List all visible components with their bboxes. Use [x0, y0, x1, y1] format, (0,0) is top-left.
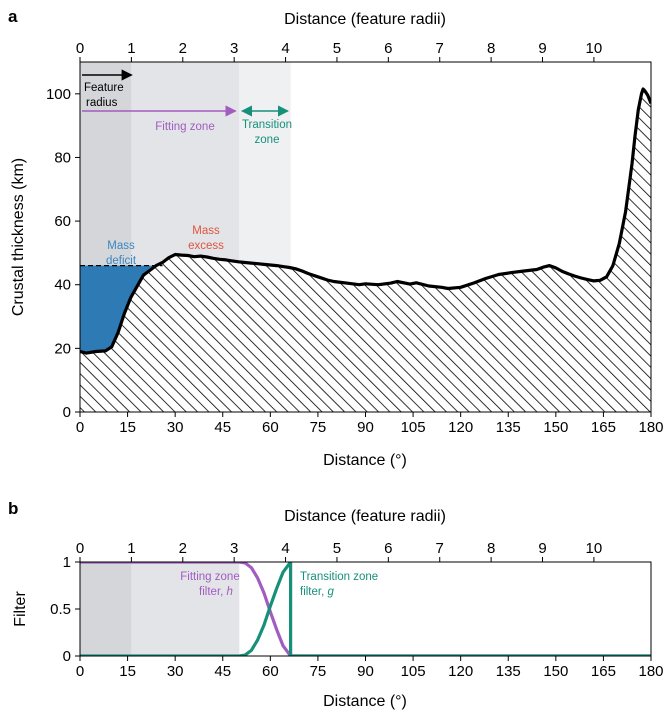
transition-filter-label-2: filter, g	[300, 586, 334, 598]
tick-label: 0	[76, 663, 84, 680]
tick-label: 3	[230, 40, 238, 57]
panel-a-x-axis: 0 15 30 45 60 75 90 105 120 135 150 165 180	[76, 412, 664, 436]
tick-label: 90	[357, 419, 374, 436]
panel-b-top-axis-label: Distance (feature radii)	[284, 508, 446, 525]
panel-b-top-axis: 0 1 2 3 4 5 6 7 8 9 10	[76, 540, 602, 562]
tick-label: 30	[167, 419, 184, 436]
tick-label: 0	[63, 648, 71, 665]
tick-label: 2	[179, 40, 187, 57]
fitting-filter-label-1: Fitting zone	[180, 571, 239, 583]
tick-label: 60	[54, 213, 71, 230]
tick-label: 135	[496, 419, 521, 436]
tick-label: 10	[586, 40, 603, 57]
feature-radius-label-1: Feature	[84, 82, 124, 94]
panel-b-x-axis-label: Distance (°)	[323, 693, 407, 710]
tick-label: 0	[76, 40, 84, 57]
feature-radius-shade-b	[80, 562, 131, 656]
tick-label: 0	[76, 419, 84, 436]
tick-label: 105	[401, 419, 426, 436]
panel-b-y-axis-label: Filter	[12, 591, 29, 627]
tick-label: 7	[436, 540, 444, 557]
transition-filter-label-1: Transition zone	[300, 571, 378, 583]
tick-label: 75	[310, 419, 327, 436]
tick-label: 5	[333, 540, 341, 557]
tick-label: 60	[262, 663, 279, 680]
tick-label: 1	[127, 40, 135, 57]
tick-label: 1	[127, 540, 135, 557]
tick-label: 4	[281, 40, 289, 57]
tick-label: 9	[538, 40, 546, 57]
tick-label: 120	[448, 419, 473, 436]
mass-excess-label-2: excess	[188, 240, 224, 252]
feature-radius-label-2: radius	[86, 97, 118, 109]
tick-label: 80	[54, 149, 71, 166]
fitting-filter-label-2: filter, h	[199, 586, 233, 598]
panel-b: b Fitting zone filter, h Transition zone…	[8, 499, 664, 710]
panel-b-label: b	[8, 499, 18, 518]
tick-label: 0	[76, 540, 84, 557]
mass-deficit-label-2: deficit	[106, 255, 137, 267]
tick-label: 0	[63, 404, 71, 421]
panel-b-y-axis: 00.51	[50, 554, 80, 665]
tick-label: 90	[357, 663, 374, 680]
tick-label: 150	[543, 663, 568, 680]
tick-label: 45	[214, 419, 231, 436]
tick-label: 105	[401, 663, 426, 680]
tick-label: 180	[638, 419, 663, 436]
tick-label: 15	[119, 419, 136, 436]
tick-label: 0.5	[50, 601, 71, 618]
transition-zone-label-1: Transition	[242, 119, 292, 131]
panel-a-y-axis: 0 20 40 60 80 100	[46, 86, 80, 421]
tick-label: 60	[262, 419, 279, 436]
panel-a-top-axis-label: Distance (feature radii)	[284, 11, 446, 28]
tick-label: 7	[436, 40, 444, 57]
mass-excess-label-1: Mass	[192, 225, 220, 237]
tick-label: 30	[167, 663, 184, 680]
tick-label: 8	[487, 540, 495, 557]
panel-a-x-axis-label: Distance (°)	[323, 452, 407, 469]
transition-zone-label-2: zone	[255, 134, 280, 146]
tick-label: 120	[448, 663, 473, 680]
tick-label: 6	[384, 540, 392, 557]
panel-a-y-axis-label: Crustal thickness (km)	[10, 158, 27, 316]
panel-a: a Feature radius Fitting zone Transition…	[8, 7, 664, 469]
panel-a-top-axis: 0 1 2 3 4 5 6 7 8 9 10	[76, 40, 602, 62]
tick-label: 20	[54, 340, 71, 357]
tick-label: 135	[496, 663, 521, 680]
tick-label: 1	[63, 554, 71, 571]
tick-label: 9	[538, 540, 546, 557]
tick-label: 10	[586, 540, 603, 557]
tick-label: 5	[333, 40, 341, 57]
mass-deficit-label-1: Mass	[107, 240, 135, 252]
tick-label: 2	[179, 540, 187, 557]
tick-label: 6	[384, 40, 392, 57]
tick-label: 40	[54, 277, 71, 294]
tick-label: 75	[310, 663, 327, 680]
tick-label: 150	[543, 419, 568, 436]
panel-b-x-axis: 0 15 30 45 60 75 90 105 120 135 150 165 180	[76, 656, 664, 680]
fitting-zone-label: Fitting zone	[155, 121, 214, 133]
tick-label: 165	[591, 419, 616, 436]
panel-a-label: a	[8, 7, 18, 26]
tick-label: 100	[46, 86, 71, 103]
tick-label: 8	[487, 40, 495, 57]
tick-label: 165	[591, 663, 616, 680]
tick-label: 15	[119, 663, 136, 680]
tick-label: 3	[230, 540, 238, 557]
tick-label: 180	[638, 663, 663, 680]
tick-label: 4	[281, 540, 289, 557]
tick-label: 45	[214, 663, 231, 680]
